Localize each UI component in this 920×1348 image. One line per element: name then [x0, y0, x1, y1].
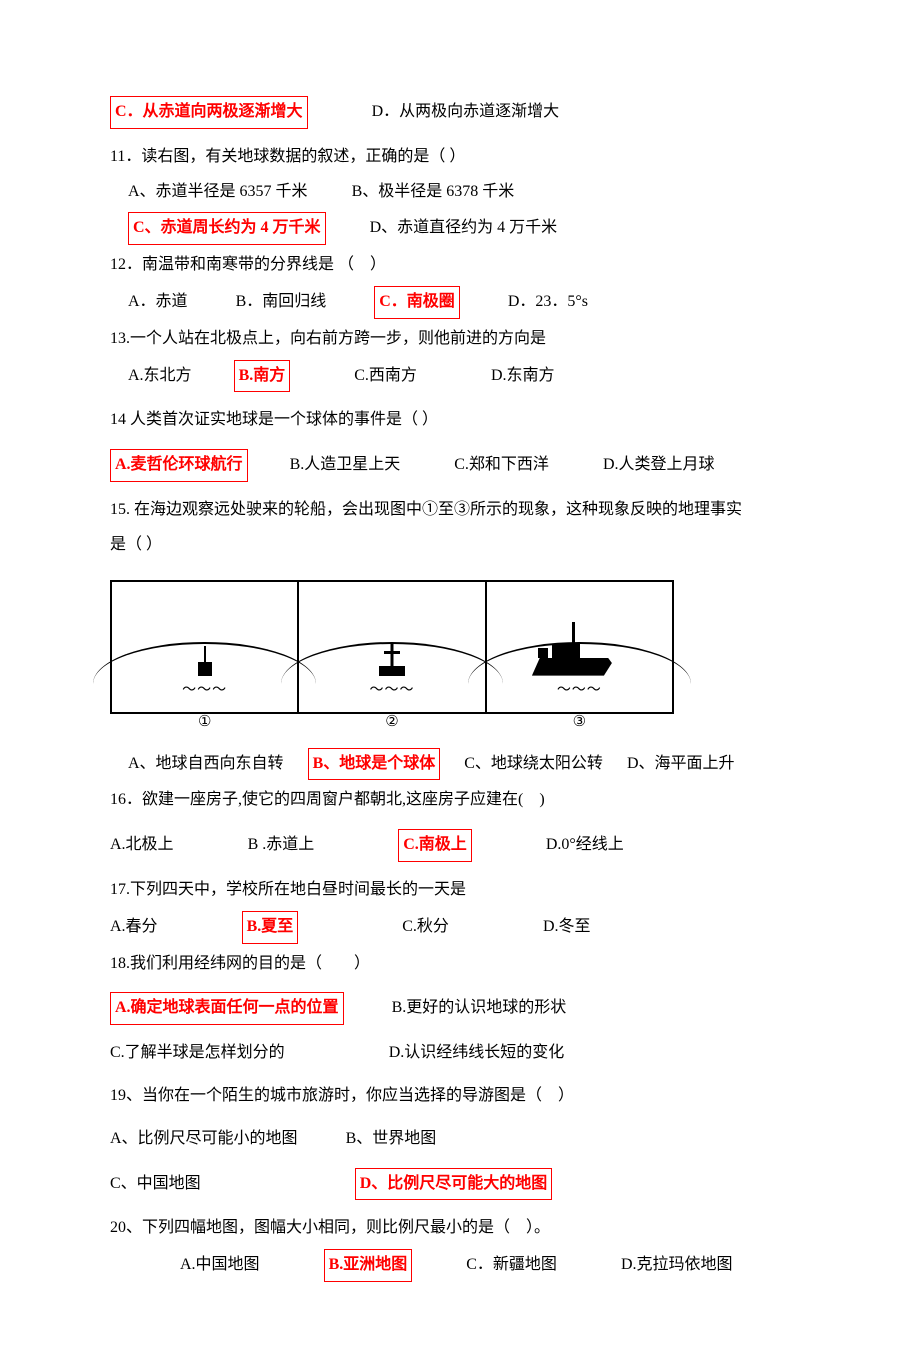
q18-row2: C.了解半球是怎样划分的 D.认识经纬线长短的变化 — [110, 1039, 810, 1068]
q10-opt-d: D．从两极向赤道逐渐增大 — [372, 98, 560, 127]
q15-opt-b: B、地球是个球体 — [308, 748, 441, 781]
wave-3: ～～～ — [487, 678, 672, 703]
q16-opt-d: D.0°经线上 — [546, 831, 624, 860]
q16-opt-b: B .赤道上 — [248, 831, 315, 860]
q15-stem2: 是（ ） — [110, 531, 810, 560]
q15-opt-a: A、地球自西向东自转 — [128, 750, 284, 779]
ship3-turret — [538, 648, 548, 658]
panel-label-3: ③ — [487, 709, 672, 736]
q17-opt-d: D.冬至 — [543, 913, 591, 942]
q19-row2: C、中国地图 D、比例尺尽可能大的地图 — [110, 1168, 810, 1201]
q17-opt-a: A.春分 — [110, 913, 158, 942]
q16-options: A.北极上 B .赤道上 C.南极上 D.0°经线上 — [110, 829, 810, 862]
q11-stem: 11．读右图，有关地球数据的叙述，正确的是（ ） — [110, 143, 810, 172]
q12-opt-a: A．赤道 — [128, 288, 188, 317]
q11-opt-b: B、极半径是 6378 千米 — [352, 178, 515, 207]
q13-stem: 13.一个人站在北极点上，向右前方跨一步，则他前进的方向是 — [110, 325, 810, 354]
q18-stem: 18.我们利用经纬网的目的是（ ） — [110, 950, 810, 979]
q18-row1: A.确定地球表面任何一点的位置 B.更好的认识地球的形状 — [110, 992, 810, 1025]
q17-options: A.春分 B.夏至 C.秋分 D.冬至 — [110, 911, 810, 944]
q13-opt-c: C.西南方 — [354, 362, 417, 391]
q15-opt-c: C、地球绕太阳公转 — [464, 750, 603, 779]
q20-opt-d: D.克拉玛依地图 — [621, 1251, 733, 1280]
q19-opt-c: C、中国地图 — [110, 1170, 201, 1199]
q17-opt-b: B.夏至 — [242, 911, 299, 944]
q15-options: A、地球自西向东自转 B、地球是个球体 C、地球绕太阳公转 D、海平面上升 — [110, 748, 810, 781]
q12-opt-b: B．南回归线 — [236, 288, 327, 317]
q19-opt-d: D、比例尺尽可能大的地图 — [355, 1168, 553, 1201]
ship2-hull — [379, 666, 405, 676]
ship2-mast — [390, 644, 393, 666]
q15-opt-d: D、海平面上升 — [627, 750, 735, 779]
q13-opt-a: A.东北方 — [128, 362, 192, 391]
q20-options: A.中国地图 B.亚洲地图 C．新疆地图 D.克拉玛依地图 — [110, 1249, 810, 1282]
q17-stem: 17.下列四天中，学校所在地白昼时间最长的一天是 — [110, 876, 810, 905]
q16-opt-a: A.北极上 — [110, 831, 174, 860]
panel-2: ～～～ ② — [299, 582, 486, 712]
q15-stem1: 15. 在海边观察远处驶来的轮船，会出现图中①至③所示的现象，这种现象反映的地理… — [110, 496, 810, 525]
ship1-mast — [204, 646, 206, 662]
q19-opt-a: A、比例尺尽可能小的地图 — [110, 1125, 298, 1154]
q19-row1: A、比例尺尽可能小的地图 B、世界地图 — [110, 1125, 810, 1154]
ship3 — [532, 658, 612, 676]
panel-label-2: ② — [299, 709, 484, 736]
wave-1: ～～～ — [112, 678, 297, 703]
q12-opt-c: C．南极圈 — [374, 286, 460, 319]
panel-1: ～～～ ① — [112, 582, 299, 712]
ship3-mast — [572, 622, 575, 644]
q17-opt-c: C.秋分 — [402, 913, 449, 942]
q18-opt-b: B.更好的认识地球的形状 — [392, 994, 567, 1023]
q14-opt-b: B.人造卫星上天 — [290, 451, 401, 480]
q19-opt-b: B、世界地图 — [346, 1125, 437, 1154]
q20-opt-a: A.中国地图 — [180, 1251, 260, 1280]
q18-opt-d: D.认识经纬线长短的变化 — [389, 1039, 565, 1068]
q13-options: A.东北方 B.南方 C.西南方 D.东南方 — [110, 360, 810, 393]
q13-opt-b: B.南方 — [234, 360, 291, 393]
q16-stem: 16．欲建一座房子,使它的四周窗户都朝北,这座房子应建在( ) — [110, 786, 810, 815]
q20-stem: 20、下列四幅地图，图幅大小相同，则比例尺最小的是（ ）。 — [110, 1214, 810, 1243]
q20-opt-c: C．新疆地图 — [466, 1251, 557, 1280]
q14-opt-a: A.麦哲伦环球航行 — [110, 449, 248, 482]
panel-label-1: ① — [112, 709, 297, 736]
q11-opt-a: A、赤道半径是 6357 千米 — [128, 178, 308, 207]
q16-opt-c: C.南极上 — [398, 829, 472, 862]
q11-opt-d: D、赤道直径约为 4 万千米 — [370, 214, 558, 243]
q10-options: C．从赤道向两极逐渐增大 D．从两极向赤道逐渐增大 — [110, 96, 810, 129]
q20-opt-b: B.亚洲地图 — [324, 1249, 413, 1282]
q11-opt-c: C、赤道周长约为 4 万千米 — [128, 212, 326, 245]
q14-stem: 14 人类首次证实地球是一个球体的事件是（ ） — [110, 406, 810, 435]
q12-opt-d: D．23．5°s — [508, 288, 588, 317]
panel-3: ～～～ ③ — [487, 582, 672, 712]
q11-row2: C、赤道周长约为 4 万千米 D、赤道直径约为 4 万千米 — [110, 212, 810, 245]
ship-box: ～～～ ① ～～～ ② ～～～ ③ — [110, 580, 674, 714]
q14-options: A.麦哲伦环球航行 B.人造卫星上天 C.郑和下西洋 D.人类登上月球 — [110, 449, 810, 482]
q14-opt-d: D.人类登上月球 — [603, 451, 715, 480]
q13-opt-d: D.东南方 — [491, 362, 555, 391]
q18-opt-a: A.确定地球表面任何一点的位置 — [110, 992, 344, 1025]
q10-opt-c: C．从赤道向两极逐渐增大 — [110, 96, 308, 129]
ship1-hull — [198, 662, 212, 676]
ship3-hull — [532, 658, 612, 676]
q12-stem: 12．南温带和南寒带的分界线是 （ ） — [110, 251, 810, 280]
q12-options: A．赤道 B．南回归线 C．南极圈 D．23．5°s — [110, 286, 810, 319]
wave-2: ～～～ — [299, 678, 484, 703]
ship3-superstructure — [552, 644, 580, 658]
q11-row1: A、赤道半径是 6357 千米 B、极半径是 6378 千米 — [110, 178, 810, 207]
q15-figure: ～～～ ① ～～～ ② ～～～ ③ — [110, 580, 810, 714]
page: C．从赤道向两极逐渐增大 D．从两极向赤道逐渐增大 11．读右图，有关地球数据的… — [0, 0, 920, 1348]
q18-opt-c: C.了解半球是怎样划分的 — [110, 1039, 285, 1068]
q14-opt-c: C.郑和下西洋 — [454, 451, 549, 480]
q19-stem: 19、当你在一个陌生的城市旅游时，你应当选择的导游图是（ ） — [110, 1082, 810, 1111]
